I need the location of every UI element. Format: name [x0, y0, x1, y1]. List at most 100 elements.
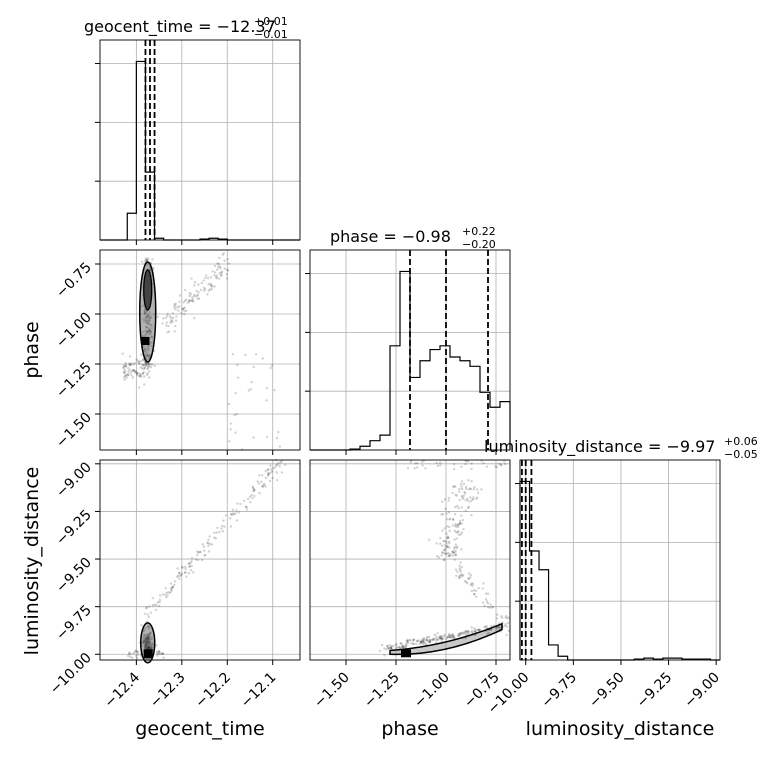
sample-point [435, 542, 438, 545]
sample-point [135, 372, 139, 376]
sample-point [223, 259, 226, 262]
sample-point [267, 473, 270, 476]
sample-point [170, 586, 173, 589]
sample-point [129, 364, 132, 367]
sample-point [128, 655, 132, 658]
sample-point [146, 372, 149, 375]
sample-point [460, 480, 464, 483]
sample-point [272, 466, 275, 470]
sample-point [202, 289, 206, 292]
sample-point [135, 649, 138, 653]
sample-point [443, 527, 446, 530]
sample-point [453, 529, 457, 533]
sample-point [158, 604, 161, 607]
sample-point [172, 316, 175, 320]
grid-geocent-time-luminosity-distance [100, 460, 300, 660]
histogram-geocent-time [100, 60, 300, 241]
sample-point [437, 556, 441, 559]
sample-point [473, 630, 477, 633]
sample-point [446, 635, 449, 639]
sample-point [459, 576, 462, 579]
sample-point [474, 589, 478, 593]
sample-point [445, 637, 448, 641]
sample-point [406, 639, 409, 643]
sample-point [188, 300, 191, 303]
sample-point [470, 590, 474, 593]
sample-point [398, 647, 402, 650]
sample-point [455, 546, 458, 550]
sample-point [237, 511, 240, 514]
sample-point [404, 644, 407, 648]
sample-point [269, 471, 272, 474]
sample-point [485, 592, 488, 595]
sample-point [457, 506, 460, 510]
sample-point [139, 375, 143, 378]
sample-point [461, 496, 464, 499]
sample-point [188, 564, 192, 568]
sample-point [193, 295, 197, 298]
sample-point [220, 274, 223, 277]
sample-point [134, 649, 137, 652]
sample-point [477, 491, 480, 494]
sample-point [503, 462, 507, 466]
sample-point [275, 471, 278, 474]
title-phase-plus: +0.22 [462, 225, 496, 238]
sample-point [139, 366, 142, 369]
sample-point [166, 594, 169, 597]
sample-point [462, 497, 465, 500]
sample-point [151, 363, 154, 366]
sample-point [465, 460, 468, 463]
sample-point [125, 373, 128, 376]
sample-point [252, 490, 255, 493]
sample-point [437, 636, 441, 639]
sample-point [145, 607, 148, 610]
sample-point [178, 294, 182, 297]
sample-point [142, 367, 145, 371]
sample-point [169, 319, 173, 322]
sample-point [274, 465, 277, 469]
sample-point [406, 467, 410, 470]
sample-point [184, 565, 187, 569]
sample-point [252, 489, 256, 492]
title-geocent-time-plus: +0.01 [254, 15, 288, 28]
sample-point [260, 480, 263, 483]
sample-point [134, 654, 138, 658]
sample-point [158, 598, 162, 602]
sample-point [440, 637, 443, 641]
sample-point [416, 640, 419, 643]
sample-point [168, 330, 171, 333]
sample-point [448, 633, 451, 636]
sample-point [246, 497, 250, 501]
sample-point [408, 638, 411, 642]
sample-point [445, 512, 448, 515]
sample-point [123, 374, 127, 377]
sample-point [487, 592, 490, 595]
sample-point [458, 490, 461, 493]
sample-point [183, 306, 186, 309]
sample-point [270, 468, 273, 471]
sample-point [147, 365, 150, 368]
sample-point [176, 575, 179, 579]
sample-point [492, 605, 495, 609]
sample-point [460, 531, 464, 534]
sample-point [503, 460, 506, 463]
sample-point [458, 498, 462, 502]
sample-point [422, 640, 425, 643]
sample-point [147, 605, 151, 608]
sample-point [389, 647, 392, 650]
sample-point [229, 525, 233, 528]
sample-point [284, 463, 287, 466]
sample-point [456, 545, 459, 548]
sample-point [193, 293, 196, 297]
sample-point [157, 652, 161, 656]
sample-point [194, 558, 198, 561]
sample-point [144, 361, 147, 364]
sample-point [225, 268, 229, 272]
sample-point [436, 638, 439, 642]
sample-point [469, 576, 472, 579]
sample-point [235, 509, 238, 512]
sample-point [161, 652, 164, 656]
sample-point [467, 630, 470, 633]
sample-point [276, 479, 279, 482]
sample-point [165, 591, 168, 595]
